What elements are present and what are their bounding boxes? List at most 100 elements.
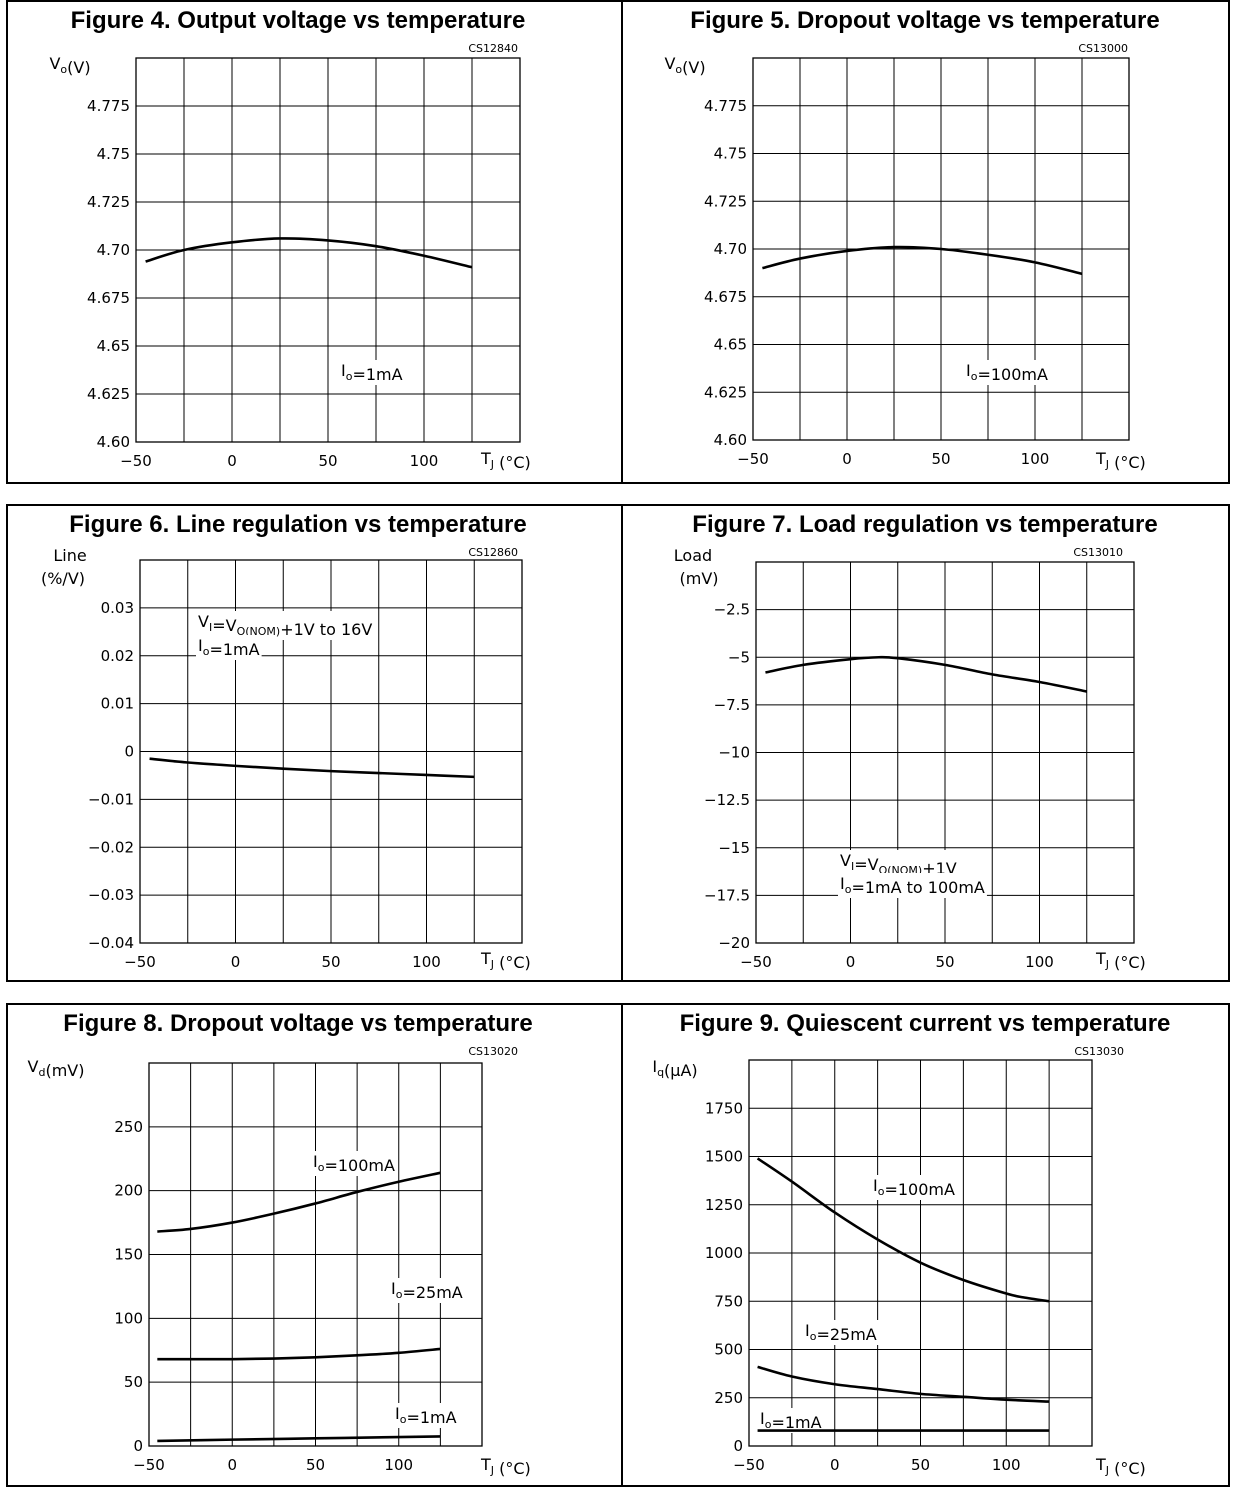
fig6-ytick-label: 0.03: [101, 599, 134, 617]
fig8-code-label: CS13020: [468, 1045, 518, 1058]
fig9-xlabel: TJ (°C): [1095, 1455, 1146, 1478]
fig5-plot-frame: [752, 57, 1130, 441]
fig6-ytick-label: −0.03: [88, 886, 134, 904]
fig7-xlabel: TJ (°C): [1095, 949, 1146, 972]
fig6-xtick-label: 100: [412, 953, 441, 971]
fig7-xtick-label: 100: [1025, 953, 1054, 971]
fig5-ytick-label: 4.675: [704, 288, 747, 306]
fig9-xtick-label: −50: [733, 1456, 765, 1474]
fig5-ytick-label: 4.775: [704, 97, 747, 115]
figure-6-panel: Figure 6. Line regulation vs temperature…: [6, 504, 625, 982]
fig6-ytick-label: −0.02: [88, 838, 134, 856]
fig9-annotation: Io=25mA: [805, 1321, 877, 1344]
fig7-ytick-label: −5: [728, 648, 750, 666]
fig8-title: Figure 8. Dropout voltage vs temperature: [63, 1010, 532, 1037]
fig5-xtick-label: 50: [931, 450, 950, 468]
fig9-ytick-label: 1000: [705, 1244, 743, 1262]
fig4-plot-frame: [135, 57, 521, 443]
fig6-xtick-label: 0: [231, 953, 241, 971]
fig9-ytick-label: 0: [733, 1437, 743, 1455]
fig9-ylabel: Iq(μA): [652, 1057, 697, 1080]
fig7-ytick-label: −2.5: [714, 601, 750, 619]
fig5-annotation-bg: [964, 360, 1050, 385]
fig4-ytick-label: 4.75: [97, 145, 130, 163]
fig8-ytick-label: 250: [114, 1118, 143, 1136]
fig7-ytick-label: −15: [718, 839, 750, 857]
fig6-ytick-label: 0.02: [101, 647, 134, 665]
fig6-annotation-bg: [196, 635, 262, 660]
fig7-title: Figure 7. Load regulation vs temperature: [692, 511, 1157, 538]
fig8-xtick-label: 50: [306, 1456, 325, 1474]
fig7-code-label: CS13010: [1073, 546, 1123, 559]
fig8-annotation-bg: [393, 1403, 459, 1428]
fig7-plot-frame: [755, 561, 1135, 944]
fig9-ytick-label: 1500: [705, 1148, 743, 1166]
figure-5-panel: Figure 5. Dropout voltage vs temperature…: [621, 0, 1230, 484]
figure-8-panel: Figure 8. Dropout voltage vs temperature…: [6, 1003, 625, 1487]
fig4-annotation: Io=1mA: [341, 361, 403, 384]
fig5-annotation: Io=100mA: [966, 361, 1048, 384]
fig9-plot-frame: [748, 1059, 1093, 1447]
fig6-code-label: CS12860: [468, 546, 518, 559]
fig4-ytick-label: 4.675: [87, 289, 130, 307]
fig8-ytick-label: 150: [114, 1246, 143, 1264]
fig9-annotation-bg: [871, 1175, 957, 1200]
figure-7-panel: Figure 7. Load regulation vs temperature…: [621, 504, 1230, 982]
fig6-xtick-label: 50: [321, 953, 340, 971]
fig4-xtick-label: −50: [120, 452, 152, 470]
fig7-xtick-label: 0: [846, 953, 856, 971]
fig5-ytick-label: 4.65: [714, 336, 747, 354]
fig8-annotation: Io=100mA: [313, 1152, 395, 1175]
figure-8-chart: Figure 8. Dropout voltage vs temperature…: [28, 1010, 533, 1478]
fig4-xtick-label: 100: [410, 452, 439, 470]
fig9-annotation: Io=1mA: [760, 1409, 822, 1432]
fig8-xtick-label: 0: [227, 1456, 237, 1474]
fig9-title: Figure 9. Quiescent current vs temperatu…: [680, 1010, 1171, 1037]
fig6-ylabel: (%/V): [41, 569, 85, 588]
fig7-ylabel: (mV): [679, 569, 718, 588]
fig6-annotation: Io=1mA: [198, 636, 260, 659]
fig9-series-line-1: [757, 1365, 1050, 1403]
fig6-title: Figure 6. Line regulation vs temperature: [69, 511, 526, 538]
fig5-title: Figure 5. Dropout voltage vs temperature: [690, 7, 1159, 34]
fig7-ytick-label: −12.5: [704, 791, 750, 809]
fig8-ytick-label: 50: [124, 1373, 143, 1391]
figure-9-panel: Figure 9. Quiescent current vs temperatu…: [621, 1003, 1230, 1487]
fig9-xtick-label: 100: [992, 1456, 1021, 1474]
fig6-xtick-label: −50: [124, 953, 156, 971]
fig8-ytick-label: 100: [114, 1309, 143, 1327]
fig8-plot-frame: [148, 1062, 483, 1447]
fig4-ylabel: Vo(V): [49, 54, 90, 77]
fig7-ytick-label: −10: [718, 744, 750, 762]
fig4-code-label: CS12840: [468, 42, 518, 55]
fig4-xtick-label: 0: [227, 452, 237, 470]
figure-4-chart: Figure 4. Output voltage vs temperature C…: [49, 7, 531, 472]
fig5-ytick-label: 4.70: [714, 240, 747, 258]
fig7-ylabel: Load: [674, 546, 712, 565]
fig5-xtick-label: −50: [737, 450, 769, 468]
fig6-ylabel: Line: [53, 546, 86, 565]
figure-6-chart: Figure 6. Line regulation vs temperature…: [41, 511, 531, 972]
fig5-xtick-label: 100: [1021, 450, 1050, 468]
fig4-xlabel: TJ (°C): [480, 449, 531, 472]
fig9-xtick-label: 50: [911, 1456, 930, 1474]
fig5-ytick-label: 4.75: [714, 145, 747, 163]
fig7-xtick-label: −50: [740, 953, 772, 971]
fig9-ytick-label: 250: [714, 1389, 743, 1407]
fig7-ytick-label: −20: [718, 934, 750, 952]
fig9-ytick-label: 1750: [705, 1099, 743, 1117]
fig4-annotation-bg: [339, 360, 405, 385]
fig7-annotation-bg: [838, 873, 987, 898]
fig6-xlabel: TJ (°C): [480, 949, 531, 972]
fig8-xtick-label: 100: [384, 1456, 413, 1474]
figure-7-chart: Figure 7. Load regulation vs temperature…: [674, 511, 1158, 972]
fig4-ytick-label: 4.60: [97, 433, 130, 451]
fig4-title: Figure 4. Output voltage vs temperature: [71, 7, 526, 34]
fig7-xtick-label: 50: [935, 953, 954, 971]
fig7-annotation: Io=1mA to 100mA: [840, 874, 985, 897]
fig8-series-line-1: [157, 1347, 441, 1361]
fig9-annotation-bg: [803, 1320, 879, 1345]
fig8-annotation-bg: [311, 1151, 397, 1176]
fig4-xtick-label: 50: [318, 452, 337, 470]
fig8-ytick-label: 0: [133, 1437, 143, 1455]
